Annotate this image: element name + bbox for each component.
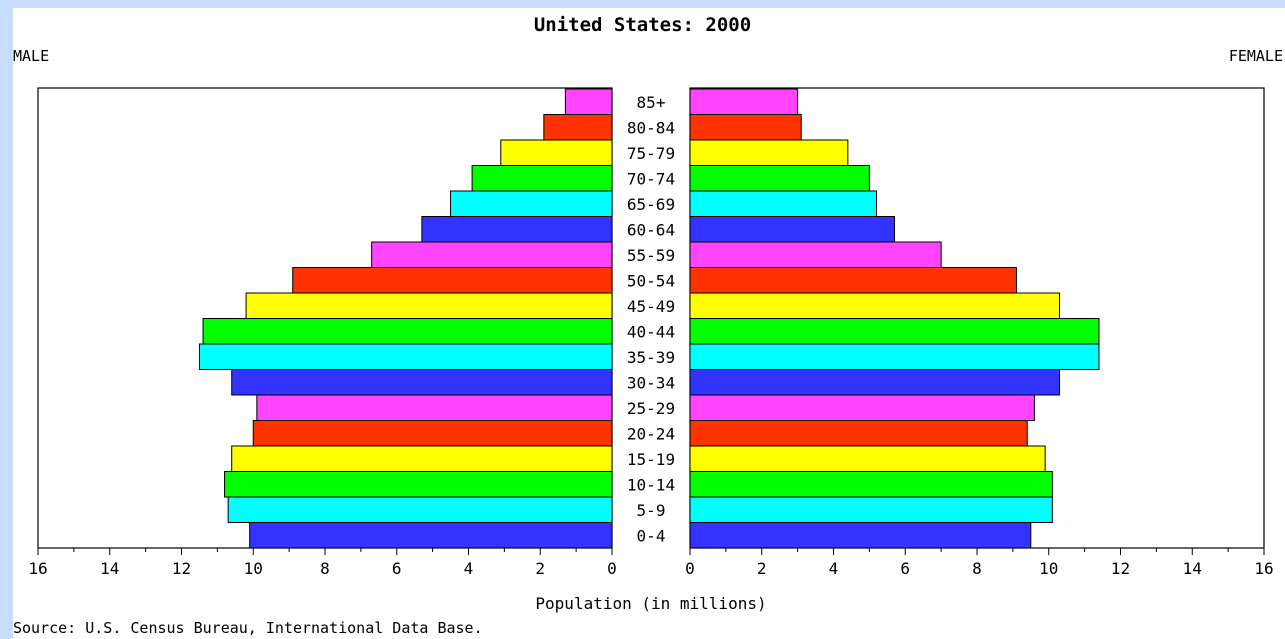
x-tick-label: 0: [685, 559, 695, 578]
age-group-label: 0-4: [637, 526, 666, 545]
x-tick-label: 12: [1111, 559, 1130, 578]
female-bar: [689, 343, 1100, 370]
age-group-label: 25-29: [627, 399, 675, 418]
male-bar: [231, 369, 613, 396]
female-bar: [689, 139, 849, 166]
female-bar: [689, 292, 1061, 319]
age-group-label: 20-24: [627, 424, 675, 443]
male-bar: [245, 292, 613, 319]
female-label: FEMALE: [1228, 47, 1283, 65]
female-bar: [689, 496, 1053, 523]
x-tick-label: 14: [1183, 559, 1202, 578]
male-bar: [543, 114, 613, 141]
age-group-label: 45-49: [627, 297, 675, 316]
female-bar: [689, 522, 1032, 549]
age-group-label: 30-34: [627, 373, 675, 392]
female-bar: [689, 190, 878, 217]
x-tick-label: 2: [757, 559, 767, 578]
female-bar: [689, 216, 895, 243]
age-group-label: 75-79: [627, 144, 675, 163]
x-tick-label: 16: [1254, 559, 1273, 578]
female-bar: [689, 369, 1061, 396]
age-group-label: 80-84: [627, 118, 675, 137]
female-bar: [689, 394, 1035, 421]
male-label: MALE: [13, 47, 50, 65]
age-group-label: 5-9: [637, 501, 666, 520]
age-group-label: 85+: [637, 93, 666, 112]
female-bar: [689, 267, 1017, 294]
male-bar: [256, 394, 613, 421]
female-bar: [689, 241, 942, 268]
x-tick-label: 10: [1039, 559, 1058, 578]
male-bar: [500, 139, 613, 166]
female-bar: [689, 88, 799, 115]
male-bar: [227, 496, 613, 523]
male-bar: [292, 267, 613, 294]
x-axis-label: Population (in millions): [535, 594, 766, 613]
x-tick-label: 6: [392, 559, 402, 578]
age-group-label: 55-59: [627, 246, 675, 265]
male-bar: [202, 318, 613, 345]
x-tick-label: 8: [320, 559, 330, 578]
age-group-label: 40-44: [627, 322, 675, 341]
male-bar: [231, 445, 613, 472]
chart-title: United States: 2000: [533, 14, 752, 36]
female-bar: [689, 420, 1028, 447]
source-note: Source: U.S. Census Bureau, Internationa…: [13, 619, 483, 637]
x-tick-label: 6: [900, 559, 910, 578]
x-tick-label: 16: [28, 559, 47, 578]
age-group-label: 60-64: [627, 220, 675, 239]
x-tick-label: 4: [829, 559, 839, 578]
male-bar: [421, 216, 613, 243]
x-tick-label: 4: [464, 559, 474, 578]
left-frame: [0, 0, 13, 639]
age-group-label: 70-74: [627, 169, 675, 188]
female-bar: [689, 165, 870, 192]
female-bar: [689, 114, 802, 141]
female-bar: [689, 471, 1053, 498]
age-group-label: 35-39: [627, 348, 675, 367]
x-tick-label: 8: [972, 559, 982, 578]
x-tick-label: 10: [244, 559, 263, 578]
x-tick-label: 0: [607, 559, 617, 578]
x-tick-label: 12: [172, 559, 191, 578]
age-group-label: 15-19: [627, 450, 675, 469]
age-group-label: 50-54: [627, 271, 675, 290]
male-bar: [564, 88, 613, 115]
x-tick-label: 14: [100, 559, 119, 578]
male-bar: [249, 522, 613, 549]
top-frame: [0, 0, 1285, 8]
male-bar: [224, 471, 613, 498]
male-bar: [198, 343, 613, 370]
male-bar: [371, 241, 613, 268]
male-bar: [252, 420, 613, 447]
male-bar: [450, 190, 613, 217]
age-group-label: 10-14: [627, 475, 675, 494]
male-bar: [471, 165, 613, 192]
female-bar: [689, 445, 1046, 472]
x-tick-label: 2: [535, 559, 545, 578]
female-bar: [689, 318, 1100, 345]
age-group-label: 65-69: [627, 195, 675, 214]
